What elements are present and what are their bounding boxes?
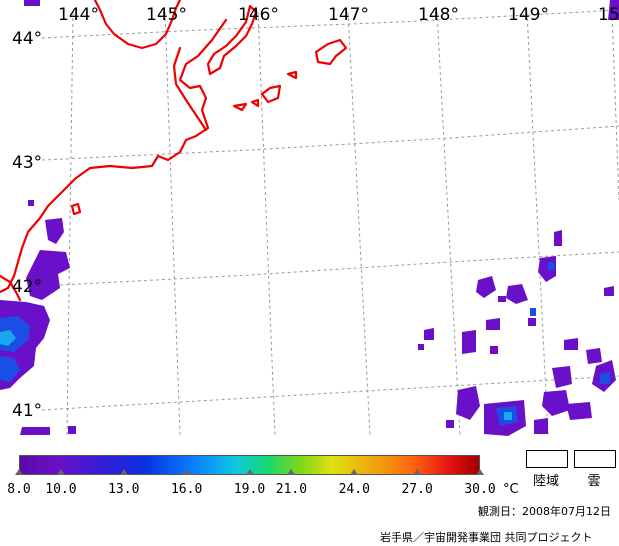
colorbar-tick — [182, 469, 191, 475]
longitude-grid — [66, 11, 619, 436]
lon-label-144: 144° — [58, 5, 99, 25]
colorbar-tick-label: 21.0 — [275, 482, 308, 497]
cloud-label: 雲 — [587, 474, 601, 489]
legend: 8.0 10.0 13.0 16.0 19.0 21.0 24.0 27.0 30.0 °C 陸… — [0, 440, 619, 546]
colorbar-tick — [245, 469, 254, 475]
latitude-labels: 44° 43° 42° 41° — [12, 29, 42, 421]
latitude-grid — [41, 9, 619, 411]
colorbar-tick-label: 27.0 — [401, 482, 433, 497]
colorbar-tick-label: 8.0 — [7, 482, 31, 497]
observation-date: 観測日：2008年07月12日 — [478, 505, 611, 518]
colorbar-tick — [413, 469, 422, 475]
lat-label-41: 41° — [12, 401, 42, 421]
lat-label-42: 42° — [12, 277, 42, 297]
colorbar-tick-label: 19.0 — [233, 482, 266, 497]
colorbar-tick — [350, 469, 359, 475]
longitude-labels: 144° 145° 146° 147° 148° 149° 15 — [58, 5, 619, 25]
colorbar-tick-label: 30.0 — [464, 482, 496, 497]
lon-label-147: 147° — [328, 5, 369, 25]
lon-label-150: 15 — [598, 5, 619, 25]
sea-surface-temperature-map: 144° 145° 146° 147° 148° 149° 15 44° 43°… — [0, 0, 619, 436]
colorbar-tick-label: 24.0 — [338, 482, 370, 497]
colorbar-tick — [119, 469, 128, 475]
lat-label-44: 44° — [12, 29, 42, 49]
sst-pixels — [0, 0, 619, 436]
colorbar-tick — [287, 469, 296, 475]
colorbar-tick-label: 13.0 — [108, 482, 140, 497]
lon-label-145: 145° — [146, 5, 187, 25]
lon-label-149: 149° — [508, 5, 549, 25]
lon-label-148: 148° — [418, 5, 459, 25]
credit-text: 岩手県／宇宙開発事業団 共同プロジェクト — [380, 531, 593, 544]
colorbar-tick-label: 16.0 — [170, 482, 203, 497]
coastline — [0, 0, 348, 302]
lat-label-43: 43° — [12, 153, 42, 173]
colorbar-tick — [476, 469, 484, 475]
colorbar-tick — [15, 469, 23, 475]
land-swatch — [526, 450, 568, 468]
colorbar-tick-label: 10.0 — [45, 482, 77, 497]
lon-label-146: 146° — [238, 5, 279, 25]
cloud-swatch — [574, 450, 616, 468]
land-label: 陸域 — [532, 474, 560, 489]
colorbar-tick — [56, 469, 65, 475]
unit-label: °C — [503, 482, 519, 497]
